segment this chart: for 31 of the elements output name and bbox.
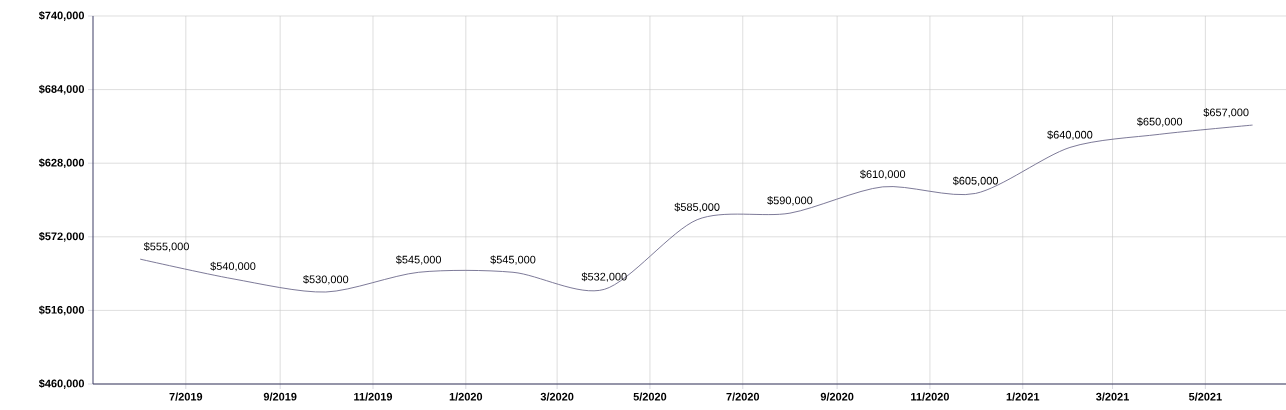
- x-tick-label: 9/2019: [263, 392, 297, 401]
- x-tick-label: 3/2021: [1096, 392, 1129, 401]
- data-label: $590,000: [767, 196, 813, 206]
- data-label: $530,000: [303, 274, 349, 285]
- x-tick-label: 1/2020: [449, 392, 483, 401]
- data-label: $532,000: [581, 272, 627, 282]
- x-tick-label: 7/2020: [726, 392, 760, 401]
- data-label: $540,000: [210, 261, 256, 272]
- x-tick-label: 11/2020: [911, 392, 949, 401]
- data-label: $545,000: [490, 255, 536, 265]
- y-tick-label: $516,000: [38, 305, 85, 316]
- data-label: $605,000: [952, 176, 998, 186]
- x-tick-label: 9/2020: [820, 392, 854, 401]
- data-label: $650,000: [1136, 117, 1183, 127]
- data-label: $545,000: [395, 255, 442, 265]
- x-tick-label: 7/2019: [169, 392, 203, 401]
- y-tick-label: $628,000: [38, 158, 85, 169]
- y-tick-label: $684,000: [38, 84, 85, 95]
- y-tick-label: $460,000: [38, 379, 85, 389]
- x-tick-label: 5/2020: [633, 392, 667, 401]
- y-tick-label: $740,000: [38, 11, 85, 21]
- x-tick-label: 3/2020: [540, 392, 574, 401]
- y-tick-label: $572,000: [38, 231, 85, 242]
- data-label: $657,000: [1203, 108, 1249, 118]
- x-tick-label: 5/2021: [1188, 392, 1222, 401]
- x-tick-label: 1/2021: [1006, 392, 1040, 401]
- data-label: $585,000: [674, 202, 720, 213]
- data-label: $610,000: [860, 169, 906, 180]
- x-tick-label: 11/2019: [354, 392, 393, 401]
- data-label: $640,000: [1047, 130, 1093, 140]
- data-label: $555,000: [143, 242, 189, 252]
